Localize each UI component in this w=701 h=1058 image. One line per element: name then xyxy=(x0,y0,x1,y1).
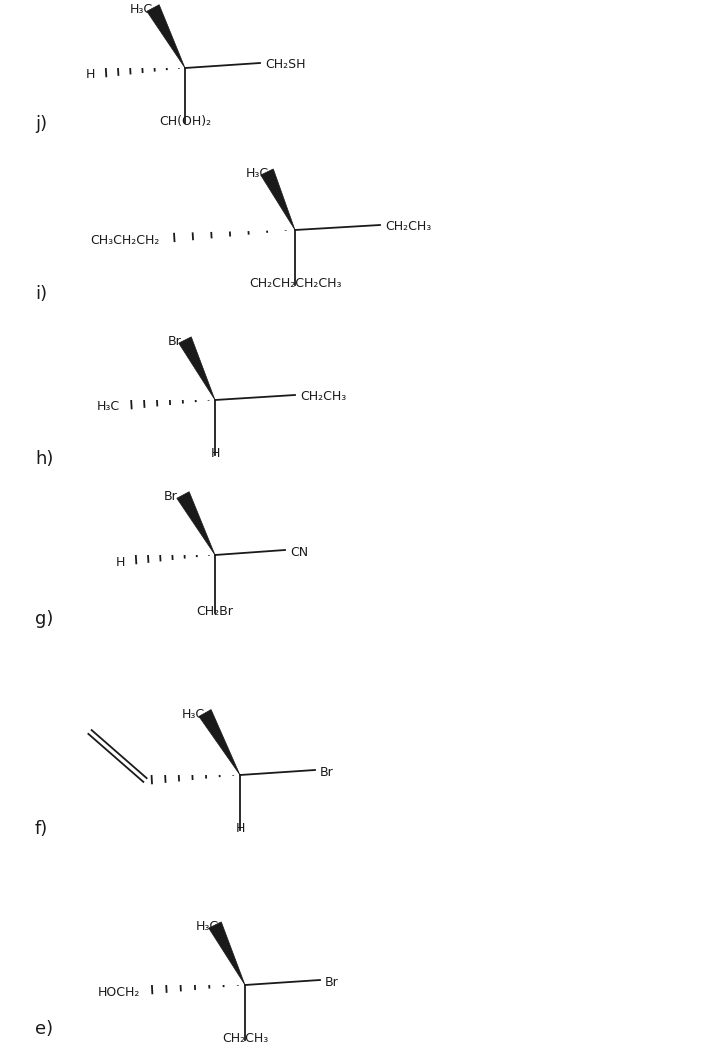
Text: CN: CN xyxy=(290,546,308,559)
Text: H₃C: H₃C xyxy=(245,167,268,180)
Polygon shape xyxy=(209,922,245,985)
Text: H: H xyxy=(116,555,125,568)
Polygon shape xyxy=(179,336,215,400)
Text: H: H xyxy=(86,69,95,81)
Polygon shape xyxy=(147,4,185,68)
Polygon shape xyxy=(261,169,295,230)
Text: i): i) xyxy=(35,285,47,303)
Text: Br: Br xyxy=(320,766,334,779)
Text: CH(OH)₂: CH(OH)₂ xyxy=(159,115,211,128)
Text: H: H xyxy=(210,446,219,460)
Text: Br: Br xyxy=(164,490,178,503)
Text: H₃C: H₃C xyxy=(97,401,120,414)
Text: CH₃CH₂CH₂: CH₃CH₂CH₂ xyxy=(90,234,160,247)
Text: CH₂CH₃: CH₂CH₃ xyxy=(385,220,431,234)
Text: CH₂Br: CH₂Br xyxy=(196,605,233,618)
Text: e): e) xyxy=(35,1020,53,1038)
Text: H₃C: H₃C xyxy=(182,708,205,720)
Text: CH₂CH₃: CH₂CH₃ xyxy=(222,1032,268,1045)
Text: CH₂CH₃: CH₂CH₃ xyxy=(300,390,346,403)
Text: CH₂CH₂CH₂CH₃: CH₂CH₂CH₂CH₃ xyxy=(249,277,341,290)
Polygon shape xyxy=(199,710,240,776)
Text: Br: Br xyxy=(325,975,339,988)
Text: HOCH₂: HOCH₂ xyxy=(97,985,140,999)
Text: CH₂SH: CH₂SH xyxy=(265,58,306,72)
Text: j): j) xyxy=(35,115,47,133)
Text: f): f) xyxy=(35,820,48,838)
Text: H₃C: H₃C xyxy=(196,920,219,933)
Polygon shape xyxy=(177,492,215,555)
Text: Br: Br xyxy=(168,335,182,348)
Text: h): h) xyxy=(35,450,53,468)
Text: g): g) xyxy=(35,610,53,628)
Text: H: H xyxy=(236,822,245,835)
Text: H₃C: H₃C xyxy=(130,3,153,16)
